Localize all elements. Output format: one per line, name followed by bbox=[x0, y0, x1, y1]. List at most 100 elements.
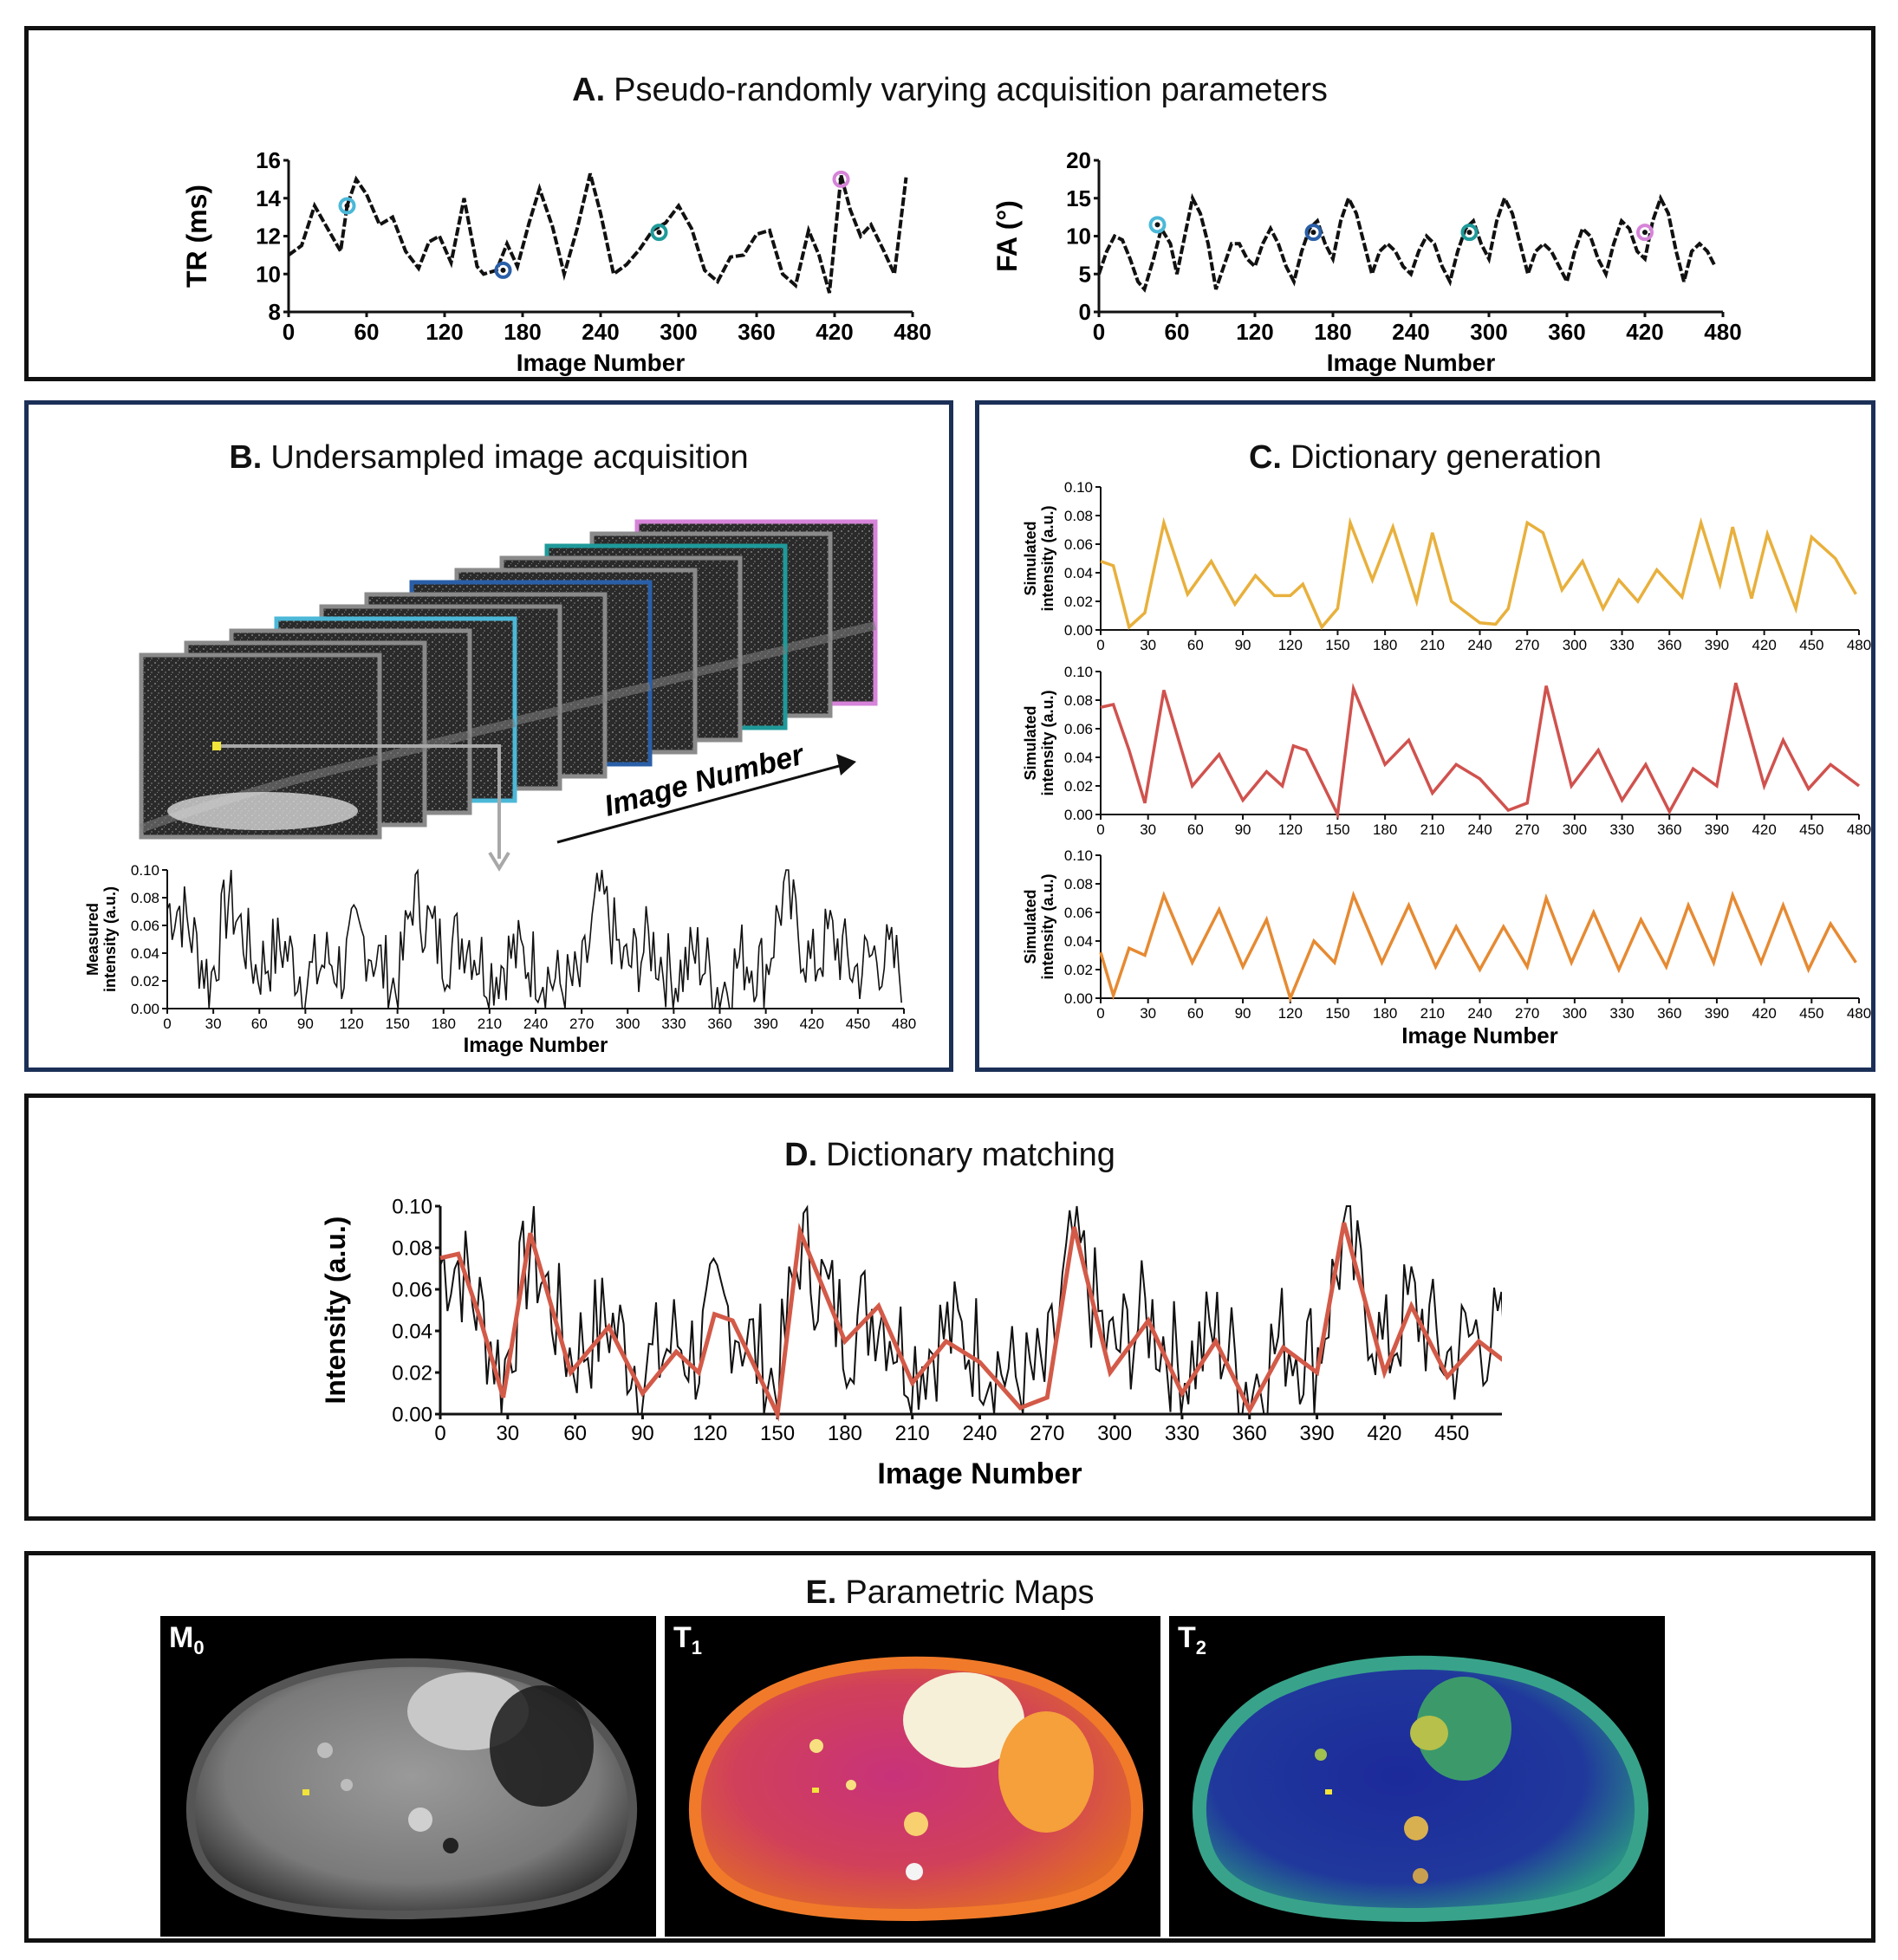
x-tick-label: 390 bbox=[753, 1016, 777, 1032]
y-tick-label: 0.10 bbox=[1064, 664, 1093, 680]
y-tick-label: 0.10 bbox=[131, 862, 159, 879]
measured-series-line bbox=[166, 868, 902, 1009]
y-tick-label: 0.08 bbox=[1064, 692, 1093, 709]
highlight-marker-dot bbox=[656, 230, 662, 236]
y-tick-label: 0.02 bbox=[1064, 778, 1093, 795]
y-tick-label: 10 bbox=[1066, 224, 1091, 250]
y-tick-label: 0.04 bbox=[1064, 750, 1093, 766]
pixel-connector-arrowhead bbox=[488, 851, 510, 872]
x-axis-label: Image Number bbox=[464, 1034, 608, 1057]
x-tick-label: 300 bbox=[1097, 1422, 1132, 1445]
x-tick-label: 150 bbox=[1325, 1005, 1349, 1022]
highlight-marker bbox=[494, 261, 512, 279]
x-tick-label: 180 bbox=[1314, 319, 1351, 345]
image-number-arrowhead bbox=[836, 754, 856, 776]
x-tick-label: 120 bbox=[1278, 637, 1303, 653]
y-tick-label: 0.00 bbox=[1064, 622, 1093, 639]
panel-e-title: E. Parametric Maps bbox=[29, 1574, 1871, 1612]
sim3-axes: 0 30 60 90 120 150 180 210 240 270 300 330 360 390 420… bbox=[1022, 847, 1871, 1048]
x-tick-label: 60 bbox=[1187, 1005, 1204, 1022]
highlight-marker bbox=[1304, 224, 1323, 242]
x-tick-label: 180 bbox=[1373, 637, 1397, 653]
x-tick-label: 60 bbox=[1187, 821, 1204, 838]
x-tick-label: 60 bbox=[354, 319, 380, 345]
highlight-marker-dot bbox=[344, 203, 350, 209]
panel-title-text: Dictionary matching bbox=[826, 1137, 1115, 1173]
x-axis-label: Image Number bbox=[517, 349, 686, 376]
y-axis-label: Simulated bbox=[1022, 889, 1039, 964]
fa-chart: 0 60 120 180 240 300 360 420 480 0 5 10 15 20 Image Nu… bbox=[991, 147, 1742, 376]
x-tick-label: 300 bbox=[1563, 821, 1587, 838]
x-tick-label: 90 bbox=[631, 1422, 654, 1445]
matching-axes: 0 30 60 90 120 150 180 210 240 270 300 330 360 390 420… bbox=[320, 1195, 1502, 1490]
y-axis-label: intensity (a.u.) bbox=[1039, 873, 1056, 979]
sim1-series-line bbox=[1100, 516, 1857, 630]
x-tick-label: 60 bbox=[1187, 637, 1204, 653]
x-tick-label: 420 bbox=[1752, 821, 1776, 838]
t2-map-image bbox=[1192, 1655, 1649, 1923]
panel-a: A. Pseudo-randomly varying acquisition pa… bbox=[24, 26, 1875, 381]
x-tick-label: 420 bbox=[1752, 1005, 1776, 1022]
x-tick-label: 330 bbox=[1609, 821, 1634, 838]
highlight-marker-dot bbox=[500, 267, 506, 273]
y-axis-label: Simulated bbox=[1022, 705, 1039, 780]
measured-chart: 0 30 60 90 120 150 180 210 240 270 300 330 360 390 420… bbox=[84, 862, 916, 1057]
x-tick-label: 330 bbox=[1609, 1005, 1634, 1022]
y-tick-label: 0.02 bbox=[392, 1361, 432, 1385]
x-tick-label: 300 bbox=[1563, 637, 1587, 653]
panel-d-title: D. Dictionary matching bbox=[29, 1137, 1871, 1174]
x-axis-label: Image Number bbox=[1401, 1022, 1558, 1048]
x-tick-label: 360 bbox=[738, 319, 775, 345]
x-tick-label: 420 bbox=[800, 1016, 824, 1032]
fa-series-line bbox=[1097, 192, 1717, 293]
y-tick-label: 0.06 bbox=[1064, 536, 1093, 553]
x-tick-label: 240 bbox=[582, 319, 619, 345]
y-axis-label: Measured bbox=[84, 903, 101, 976]
x-tick-label: 90 bbox=[1235, 637, 1251, 653]
selected-pixel bbox=[212, 742, 221, 750]
y-tick-label: 0.04 bbox=[1064, 565, 1093, 581]
x-tick-label: 360 bbox=[707, 1016, 731, 1032]
y-axis-label: Intensity (a.u.) bbox=[320, 1217, 351, 1405]
sim1-axes: 0 30 60 90 120 150 180 210 240 270 300 330 360 390 420… bbox=[1022, 479, 1871, 653]
map-label-main: T bbox=[673, 1621, 692, 1654]
y-tick-label: 0.04 bbox=[392, 1320, 432, 1343]
m0-map-image bbox=[185, 1658, 638, 1920]
map-label-main: T bbox=[1178, 1621, 1196, 1654]
x-tick-label: 210 bbox=[1420, 637, 1445, 653]
front-frame-body bbox=[167, 792, 358, 830]
x-tick-label: 360 bbox=[1232, 1422, 1267, 1445]
x-tick-label: 60 bbox=[1165, 319, 1190, 345]
x-tick-label: 390 bbox=[1705, 1005, 1729, 1022]
x-tick-label: 300 bbox=[1563, 1005, 1587, 1022]
x-tick-label: 30 bbox=[496, 1422, 519, 1445]
highlight-marker-dot bbox=[838, 176, 844, 182]
sim3-chart: 0 30 60 90 120 150 180 210 240 270 300 330 360 390 420… bbox=[1022, 847, 1871, 1048]
x-tick-label: 0 bbox=[1093, 319, 1105, 345]
x-tick-label: 0 bbox=[163, 1016, 171, 1032]
panel-letter: C. bbox=[1248, 439, 1282, 476]
image-stack: Image Number bbox=[139, 519, 878, 872]
x-tick-label: 270 bbox=[1515, 637, 1539, 653]
highlight-marker-dot bbox=[1154, 222, 1160, 228]
y-tick-label: 0.06 bbox=[1064, 905, 1093, 921]
t2-map: T2 bbox=[1169, 1616, 1665, 1937]
x-tick-label: 120 bbox=[339, 1016, 363, 1032]
x-tick-label: 240 bbox=[523, 1016, 548, 1032]
x-tick-label: 300 bbox=[1470, 319, 1507, 345]
map-label-sub: 2 bbox=[1195, 1636, 1207, 1658]
y-axis-label: TR (ms) bbox=[181, 185, 212, 288]
x-tick-label: 450 bbox=[1799, 637, 1823, 653]
x-tick-label: 450 bbox=[1799, 1005, 1823, 1022]
map-label-sub: 0 bbox=[193, 1636, 205, 1658]
y-tick-label: 20 bbox=[1066, 147, 1091, 173]
y-tick-label: 0.00 bbox=[1064, 990, 1093, 1007]
y-tick-label: 15 bbox=[1066, 185, 1091, 211]
x-tick-label: 480 bbox=[1704, 319, 1741, 345]
x-tick-label: 330 bbox=[1609, 637, 1634, 653]
y-tick-label: 0.06 bbox=[392, 1278, 432, 1301]
y-tick-label: 0.06 bbox=[1064, 721, 1093, 737]
x-tick-label: 90 bbox=[1235, 1005, 1251, 1022]
x-tick-label: 180 bbox=[1373, 821, 1397, 838]
panel-title-text: Undersampled image acquisition bbox=[270, 439, 749, 476]
